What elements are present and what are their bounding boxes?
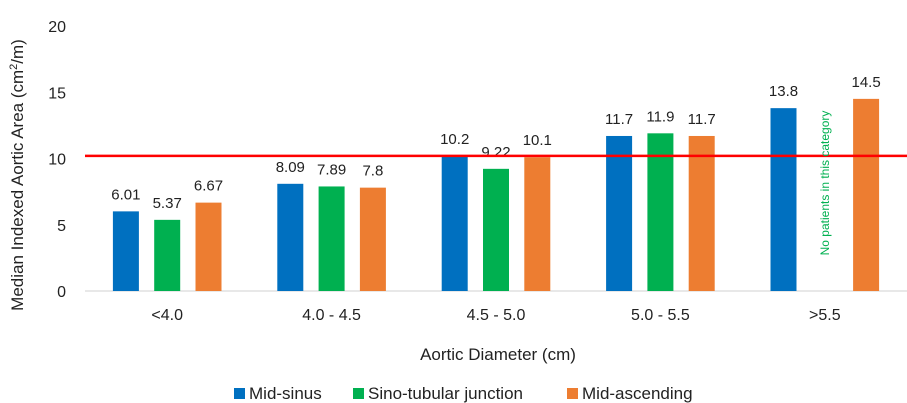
data-label: 6.67 bbox=[194, 178, 223, 195]
data-label: 11.7 bbox=[688, 111, 716, 128]
no-patients-annotation: No patients in this category bbox=[818, 111, 832, 256]
data-label: 13.8 bbox=[769, 83, 798, 100]
bar bbox=[154, 219, 181, 291]
x-axis-title: Aortic Diameter (cm) bbox=[420, 345, 576, 364]
bar bbox=[647, 133, 674, 291]
bar bbox=[853, 98, 880, 291]
data-label: 6.01 bbox=[111, 186, 140, 203]
y-axis-title: Median Indexed Aortic Area (cm2/m) bbox=[8, 39, 27, 311]
y-tick-label: 10 bbox=[48, 152, 66, 169]
legend-swatch bbox=[567, 388, 578, 399]
legend-label: Sino-tubular junction bbox=[368, 384, 523, 403]
legend-label: Mid-sinus bbox=[249, 384, 322, 403]
data-label: 5.37 bbox=[153, 195, 182, 212]
bar bbox=[195, 202, 222, 291]
y-tick-label: 5 bbox=[57, 218, 66, 235]
data-label: 10.2 bbox=[440, 131, 469, 148]
bar bbox=[318, 186, 345, 291]
bar bbox=[359, 187, 386, 291]
bars-group bbox=[112, 98, 880, 292]
bar bbox=[524, 157, 551, 291]
y-tick-label: 20 bbox=[48, 19, 66, 36]
bar bbox=[277, 183, 304, 291]
legend-swatch bbox=[353, 388, 364, 399]
data-labels: 6.01 5.37 6.67 8.09 7.89 7.8 10.2 9.22 10.1 11.7 1… bbox=[111, 74, 880, 212]
data-label: 14.5 bbox=[851, 74, 880, 91]
x-tick-label: 4.0 - 4.5 bbox=[302, 307, 361, 324]
bar bbox=[441, 155, 468, 291]
y-axis-ticks: 0 5 10 15 20 bbox=[48, 19, 66, 301]
data-label: 10.1 bbox=[523, 132, 552, 149]
data-label: 9.22 bbox=[481, 144, 510, 161]
data-label: 7.8 bbox=[362, 163, 383, 180]
bar bbox=[606, 135, 633, 291]
data-label: 7.89 bbox=[317, 161, 346, 178]
x-axis-ticks: <4.0 4.0 - 4.5 4.5 - 5.0 5.0 - 5.5 >5.5 bbox=[151, 307, 840, 324]
data-label: 11.9 bbox=[646, 108, 674, 125]
x-tick-label: 5.0 - 5.5 bbox=[631, 307, 690, 324]
bar bbox=[688, 135, 715, 291]
bar bbox=[112, 211, 139, 291]
data-label: 8.09 bbox=[276, 159, 305, 176]
legend-swatch bbox=[234, 388, 245, 399]
x-tick-label: >5.5 bbox=[809, 307, 841, 324]
y-tick-label: 0 bbox=[57, 284, 66, 301]
legend-label: Mid-ascending bbox=[582, 384, 693, 403]
bar bbox=[483, 168, 509, 291]
data-label: 11.7 bbox=[605, 111, 633, 128]
x-tick-label: <4.0 bbox=[151, 307, 183, 324]
legend: Mid-sinus Sino-tubular junction Mid-ascend… bbox=[234, 384, 693, 403]
bar bbox=[770, 108, 797, 292]
x-tick-label: 4.5 - 5.0 bbox=[467, 307, 526, 324]
y-tick-label: 15 bbox=[48, 85, 66, 102]
